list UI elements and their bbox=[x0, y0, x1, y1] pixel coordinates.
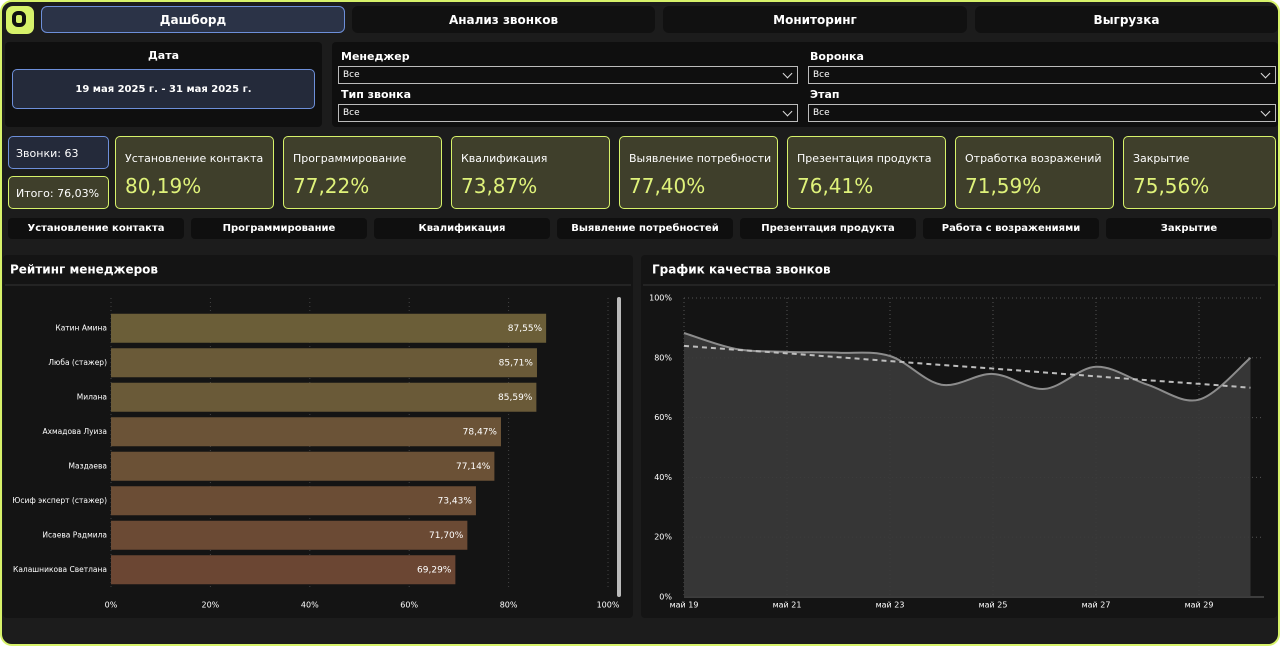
y-tick-label: 100% bbox=[649, 294, 672, 303]
x-tick-label: 40% bbox=[301, 601, 319, 610]
data-label: 78,47% bbox=[463, 427, 498, 437]
kpi-value: 71,59% bbox=[965, 174, 1041, 198]
kpi-title: Презентация продукта bbox=[797, 152, 932, 165]
kpi-value: 76,41% bbox=[797, 174, 873, 198]
data-label: 73,43% bbox=[438, 496, 473, 506]
bar bbox=[111, 555, 455, 584]
y-tick-label: Маздаева bbox=[69, 461, 107, 470]
stage-tab[interactable]: Закрытие bbox=[1106, 218, 1272, 239]
stage-tab[interactable]: Выявление потребностей bbox=[557, 218, 733, 239]
stage-tab[interactable]: Установление контакта bbox=[8, 218, 184, 239]
kpi-title: Установление контакта bbox=[125, 152, 263, 165]
area-fill bbox=[684, 333, 1251, 597]
y-tick-label: Исаева Радмила bbox=[42, 530, 107, 539]
stage-tab[interactable]: Программирование bbox=[191, 218, 367, 239]
x-tick-label: 60% bbox=[400, 601, 418, 610]
kpi-value: 73,87% bbox=[461, 174, 537, 198]
bar bbox=[111, 486, 476, 515]
y-tick-label: Ахмадова Луиза bbox=[42, 427, 107, 436]
y-tick-label: Калашникова Светлана bbox=[13, 565, 107, 574]
data-label: 69,29% bbox=[417, 565, 452, 575]
y-tick-label: 80% bbox=[654, 353, 672, 362]
stage-tab[interactable]: Работа с возражениями bbox=[923, 218, 1099, 239]
data-label: 77,14% bbox=[456, 462, 491, 472]
chart-title: График качества звонков bbox=[652, 263, 831, 277]
kpi-value: 75,56% bbox=[1133, 174, 1209, 198]
data-label: 85,59% bbox=[498, 393, 533, 403]
y-tick-label: 60% bbox=[654, 413, 672, 422]
kpi-card: Выявление потребности 77,40% bbox=[619, 136, 778, 209]
x-tick-label: май 19 bbox=[670, 601, 699, 610]
kpi-value: 80,19% bbox=[125, 174, 201, 198]
data-label: 85,71% bbox=[499, 358, 534, 368]
y-tick-label: Люба (стажер) bbox=[48, 358, 107, 367]
chart-title: Рейтинг менеджеров bbox=[10, 263, 158, 277]
kpi-title: Закрытие bbox=[1133, 152, 1189, 165]
data-label: 71,70% bbox=[429, 531, 464, 541]
bar bbox=[111, 348, 537, 377]
y-tick-label: 20% bbox=[654, 533, 672, 542]
stage-tab[interactable]: Квалификация bbox=[374, 218, 550, 239]
x-tick-label: май 29 bbox=[1185, 601, 1214, 610]
y-tick-label: Милана bbox=[77, 392, 107, 401]
x-tick-label: 100% bbox=[597, 601, 620, 610]
bar bbox=[111, 383, 536, 412]
kpi-card: Установление контакта 80,19% bbox=[115, 136, 274, 209]
kpi-card: Программирование 77,22% bbox=[283, 136, 442, 209]
stage-tab[interactable]: Презентация продукта bbox=[740, 218, 916, 239]
bar bbox=[111, 314, 546, 343]
kpi-value: 77,40% bbox=[629, 174, 705, 198]
x-tick-label: май 23 bbox=[876, 601, 905, 610]
kpi-title: Выявление потребности bbox=[629, 152, 771, 165]
kpi-card: Презентация продукта 76,41% bbox=[787, 136, 946, 209]
y-tick-label: Катин Амина bbox=[55, 323, 107, 332]
scrollbar bbox=[617, 297, 621, 597]
y-tick-label: Юсиф эксперт (стажер) bbox=[12, 496, 107, 505]
bar bbox=[111, 417, 501, 446]
x-tick-label: май 25 bbox=[979, 601, 1008, 610]
x-tick-label: 0% bbox=[105, 601, 118, 610]
kpi-value: 77,22% bbox=[293, 174, 369, 198]
kpi-card: Отработка возражений 71,59% bbox=[955, 136, 1114, 209]
y-tick-label: 40% bbox=[654, 473, 672, 482]
kpi-title: Квалификация bbox=[461, 152, 547, 165]
kpi-card: Закрытие 75,56% bbox=[1123, 136, 1276, 209]
data-label: 87,55% bbox=[508, 324, 543, 334]
kpi-card: Квалификация 73,87% bbox=[451, 136, 610, 209]
bar bbox=[111, 521, 467, 550]
x-tick-label: май 21 bbox=[773, 601, 802, 610]
kpi-title: Отработка возражений bbox=[965, 152, 1102, 165]
x-tick-label: 80% bbox=[500, 601, 518, 610]
x-tick-label: 20% bbox=[202, 601, 220, 610]
bar bbox=[111, 452, 494, 481]
kpi-title: Программирование bbox=[293, 152, 406, 165]
x-tick-label: май 27 bbox=[1082, 601, 1111, 610]
